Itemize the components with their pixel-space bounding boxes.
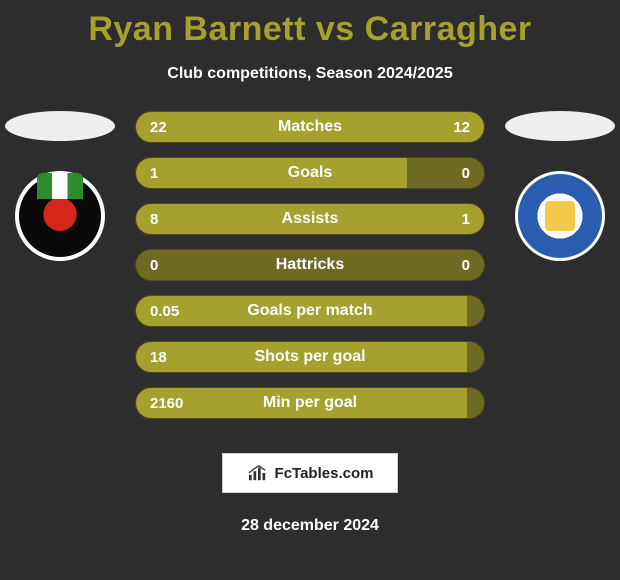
club-badge-left xyxy=(15,171,105,261)
stat-row: 18Shots per goal xyxy=(135,341,485,373)
page-title: Ryan Barnett vs Carragher xyxy=(0,0,620,49)
stat-value-right: 12 xyxy=(453,119,470,136)
player-right-avatar-placeholder xyxy=(505,111,615,141)
stat-value-right: 0 xyxy=(462,165,470,182)
club-badge-right xyxy=(515,171,605,261)
player-right-column xyxy=(500,111,620,261)
brand-badge: FcTables.com xyxy=(222,453,398,493)
stat-label: Min per goal xyxy=(136,394,484,412)
footer-date: 28 december 2024 xyxy=(0,517,620,535)
stat-row: 0Hattricks0 xyxy=(135,249,485,281)
stat-label: Assists xyxy=(136,210,484,228)
player-left-column xyxy=(0,111,120,261)
chart-icon xyxy=(247,464,269,482)
stat-label: Matches xyxy=(136,118,484,136)
stat-value-right: 0 xyxy=(462,257,470,274)
stat-value-right: 1 xyxy=(462,211,470,228)
page-subtitle: Club competitions, Season 2024/2025 xyxy=(0,65,620,83)
stat-label: Hattricks xyxy=(136,256,484,274)
stat-bars: 22Matches121Goals08Assists10Hattricks00.… xyxy=(135,111,485,419)
stat-label: Goals per match xyxy=(136,302,484,320)
stat-row: 1Goals0 xyxy=(135,157,485,189)
stat-label: Goals xyxy=(136,164,484,182)
comparison-content: 22Matches121Goals08Assists10Hattricks00.… xyxy=(0,111,620,431)
brand-text: FcTables.com xyxy=(275,465,374,482)
player-left-avatar-placeholder xyxy=(5,111,115,141)
stat-row: 0.05Goals per match xyxy=(135,295,485,327)
stat-row: 2160Min per goal xyxy=(135,387,485,419)
stat-label: Shots per goal xyxy=(136,348,484,366)
stat-row: 22Matches12 xyxy=(135,111,485,143)
stat-row: 8Assists1 xyxy=(135,203,485,235)
